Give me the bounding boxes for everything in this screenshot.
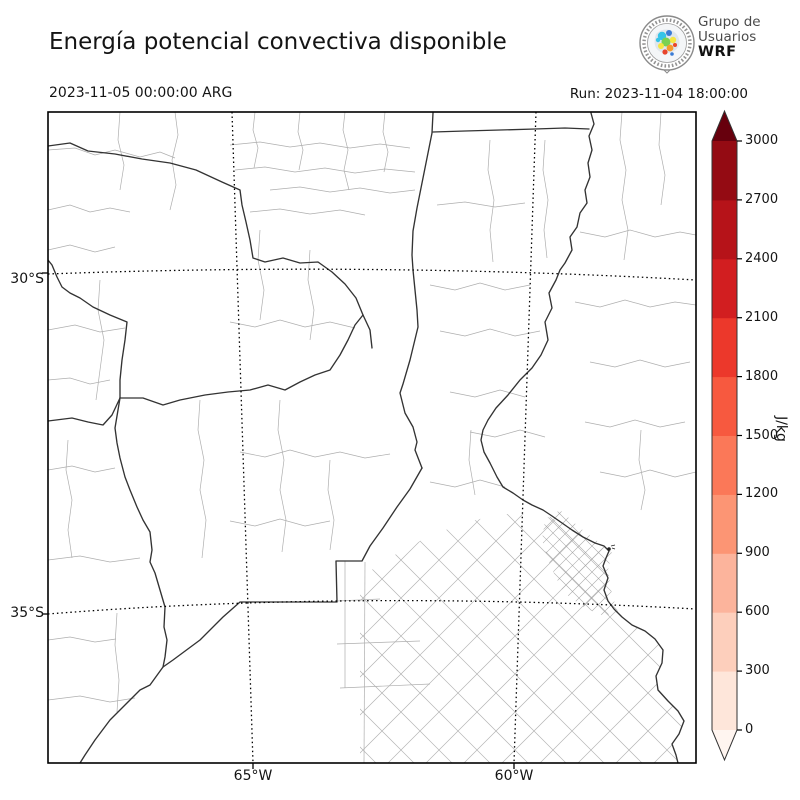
logo-line2: Usuarios bbox=[698, 29, 757, 45]
buenos-aires-city-marker bbox=[607, 544, 616, 551]
gridline-65w bbox=[231, 112, 254, 763]
page-title: Energía potencial convectiva disponible bbox=[49, 29, 507, 55]
colorbar-tick-label: 2400 bbox=[745, 250, 779, 266]
gridline-30s bbox=[48, 268, 696, 281]
x-tick-60w: 60°W bbox=[494, 768, 534, 784]
x-tick-65w: 65°W bbox=[233, 768, 273, 784]
y-tick-30s: 30°S bbox=[10, 271, 44, 287]
map-border bbox=[47, 111, 697, 764]
colorbar-tick-label: 1200 bbox=[745, 486, 779, 502]
run-time-label: Run: 2023-11-04 18:00:00 bbox=[569, 86, 748, 102]
gridline-60w bbox=[513, 112, 537, 763]
globe-logo-icon bbox=[639, 15, 695, 74]
logo-line1: Grupo de bbox=[698, 14, 761, 30]
gridline-35s bbox=[48, 599, 696, 615]
colorbar-tick-label: 3000 bbox=[745, 133, 779, 148]
axis-ticks bbox=[42, 272, 515, 769]
colorbar-tick-label: 1500 bbox=[745, 427, 779, 443]
colorbar-tick-label: 600 bbox=[745, 604, 770, 620]
province-boundaries bbox=[48, 112, 685, 763]
map-content bbox=[48, 112, 696, 763]
valid-time-label: 2023-11-05 00:00:00 ARG bbox=[49, 85, 233, 101]
colorbar-tick-label: 0 bbox=[745, 722, 754, 737]
colorbar-tick-label: 1800 bbox=[745, 368, 779, 384]
colorbar-tick-label: 2700 bbox=[745, 191, 779, 207]
y-tick-35s: 35°S bbox=[10, 605, 44, 621]
colorbar-tick-label: 900 bbox=[745, 545, 770, 561]
logo-line3-wrf: WRF bbox=[698, 44, 737, 60]
graticule-gridlines bbox=[48, 112, 696, 763]
wrf-users-group-logo: Grupo de Usuarios WRF bbox=[636, 12, 796, 74]
colorbar-tick-label: 2100 bbox=[745, 309, 779, 325]
colorbar bbox=[711, 109, 742, 762]
department-boundaries bbox=[48, 112, 696, 763]
colorbar-tick-label: 300 bbox=[745, 663, 770, 679]
